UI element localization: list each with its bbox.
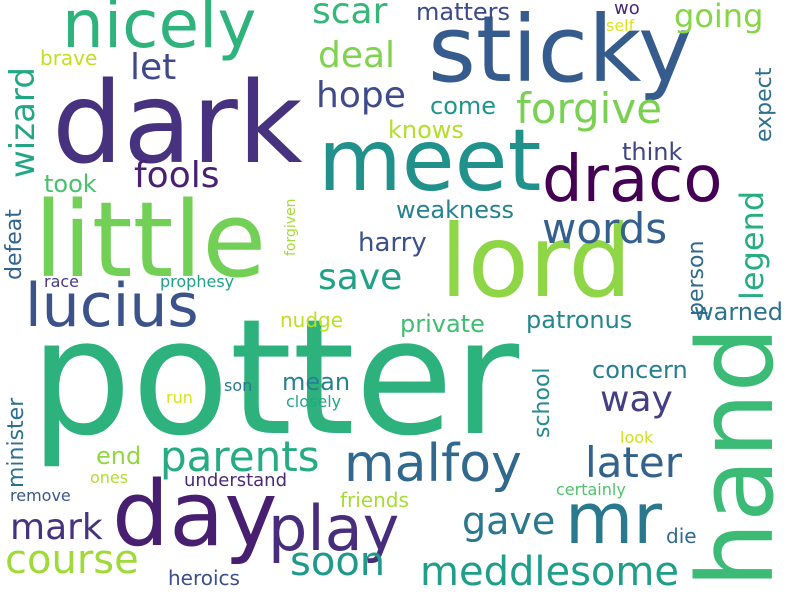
word-draco: draco	[542, 143, 723, 217]
word-dark: dark	[52, 59, 303, 189]
word-son: son	[224, 376, 253, 395]
word-nicely: nicely	[62, 0, 257, 63]
word-school: school	[530, 367, 555, 438]
word-remove: remove	[10, 486, 71, 505]
word-defeat: defeat	[2, 209, 27, 280]
word-lord: lord	[440, 203, 632, 320]
word-person: person	[684, 240, 709, 316]
word-end: end	[96, 442, 142, 470]
word-expect: expect	[752, 67, 777, 142]
word-save: save	[318, 257, 403, 298]
word-come: come	[430, 92, 497, 120]
word-hope: hope	[316, 75, 406, 116]
word-die: die	[666, 524, 697, 548]
word-certainly: certainly	[556, 480, 626, 499]
word-mr: mr	[565, 478, 662, 560]
word-minister: minister	[4, 397, 29, 488]
word-going: going	[674, 0, 764, 35]
word-way: way	[600, 379, 673, 420]
word-day: day	[112, 462, 278, 567]
word-mean: mean	[282, 368, 351, 396]
word-patronus: patronus	[526, 306, 633, 334]
word-later: later	[585, 438, 682, 487]
word-private: private	[400, 310, 485, 338]
word-words: words	[542, 204, 668, 253]
word-concern: concern	[592, 356, 688, 384]
word-harry: harry	[358, 228, 427, 258]
word-weakness: weakness	[396, 196, 514, 224]
word-look: look	[620, 428, 654, 447]
word-brave: brave	[40, 46, 98, 70]
word-parents: parents	[160, 432, 320, 481]
word-potter: potter	[30, 284, 520, 471]
word-self: self	[606, 16, 635, 35]
word-scar: scar	[312, 0, 388, 32]
word-gave: gave	[462, 499, 556, 543]
word-fools: fools	[134, 155, 220, 196]
word-prophesy: prophesy	[160, 272, 235, 291]
word-wo: wo	[614, 0, 640, 19]
word-understand: understand	[184, 470, 288, 491]
word-run: run	[166, 388, 193, 407]
word-knows: knows	[388, 116, 464, 144]
word-course: course	[5, 537, 139, 583]
word-soon: soon	[290, 539, 386, 585]
word-nudge: nudge	[280, 308, 344, 332]
word-warned: warned	[694, 298, 783, 326]
word-malfoy: malfoy	[344, 434, 522, 494]
word-mark: mark	[10, 507, 103, 548]
word-deal: deal	[318, 35, 396, 76]
word-little: little	[34, 179, 267, 301]
word-let: let	[130, 47, 177, 88]
word-think: think	[622, 138, 683, 166]
word-forgiven: forgiven	[283, 198, 299, 256]
word-friends: friends	[340, 488, 409, 512]
word-matters: matters	[416, 0, 511, 26]
word-sticky: sticky	[428, 0, 693, 103]
word-race: race	[44, 272, 80, 291]
word-hand: hand	[675, 326, 797, 588]
word-lucius: lucius	[25, 271, 199, 341]
word-ones: ones	[90, 468, 129, 487]
word-took: took	[44, 170, 97, 198]
word-closely: closely	[286, 392, 342, 411]
word-legend: legend	[733, 190, 771, 300]
word-meddlesome: meddlesome	[420, 549, 679, 595]
word-heroics: heroics	[168, 566, 240, 590]
word-play: play	[268, 492, 400, 565]
word-meet: meet	[318, 111, 542, 211]
word-forgive: forgive	[516, 84, 663, 133]
word-wizard: wizard	[3, 67, 43, 178]
